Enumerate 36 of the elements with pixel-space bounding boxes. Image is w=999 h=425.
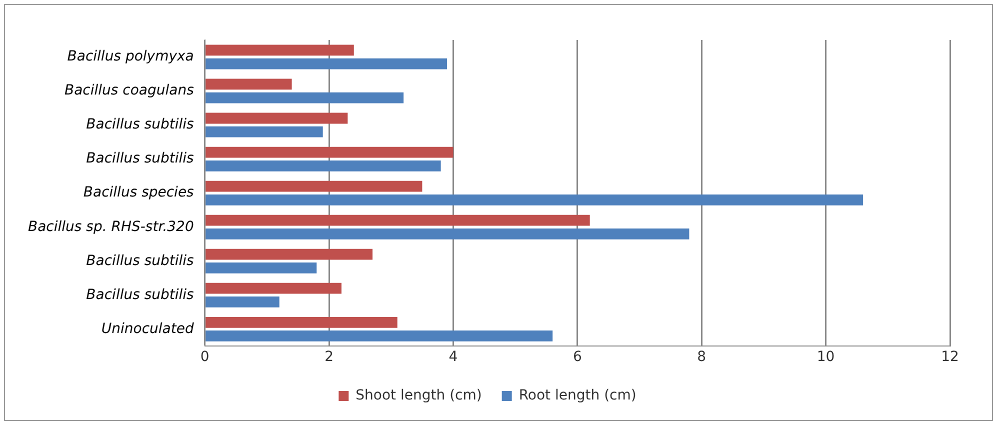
bar	[206, 126, 323, 138]
bar	[206, 78, 292, 90]
y-tick-label: Bacillus subtilis	[86, 116, 194, 133]
bar	[206, 194, 864, 206]
x-tick-label: 10	[816, 349, 835, 366]
bar	[206, 160, 441, 172]
y-tick-label: Bacillus polymyxa	[67, 48, 194, 65]
y-tick-label: Bacillus coagulans	[64, 82, 194, 99]
y-tick-label: Bacillus species	[83, 184, 194, 201]
x-tick-label: 2	[324, 349, 334, 366]
y-tick-label: Uninoculated	[101, 320, 194, 337]
bar	[206, 316, 398, 328]
bar	[206, 282, 342, 294]
bar	[206, 180, 422, 192]
bar	[206, 228, 690, 240]
bar	[206, 44, 354, 56]
y-tick-label: Bacillus sp. RHS-str.320	[28, 218, 194, 235]
bar	[206, 112, 348, 124]
bar	[206, 92, 404, 104]
y-tick-label: Bacillus subtilis	[86, 150, 194, 167]
y-tick-label: Bacillus subtilis	[86, 252, 194, 269]
bar	[206, 248, 373, 260]
bar	[206, 262, 317, 274]
x-tick-label: 4	[448, 349, 458, 366]
legend-label: Root length (cm)	[518, 388, 636, 404]
x-tick-label: 12	[941, 349, 959, 366]
bar	[206, 330, 553, 342]
y-tick-label: Bacillus subtilis	[86, 286, 194, 303]
x-tick-label: 0	[200, 349, 210, 366]
bar	[206, 58, 448, 70]
legend-label: Shoot length (cm)	[356, 388, 482, 404]
x-tick-label: 6	[572, 349, 582, 366]
bar	[206, 214, 590, 226]
x-tick-label: 8	[697, 349, 706, 366]
bar	[206, 146, 454, 158]
bar	[206, 296, 280, 308]
